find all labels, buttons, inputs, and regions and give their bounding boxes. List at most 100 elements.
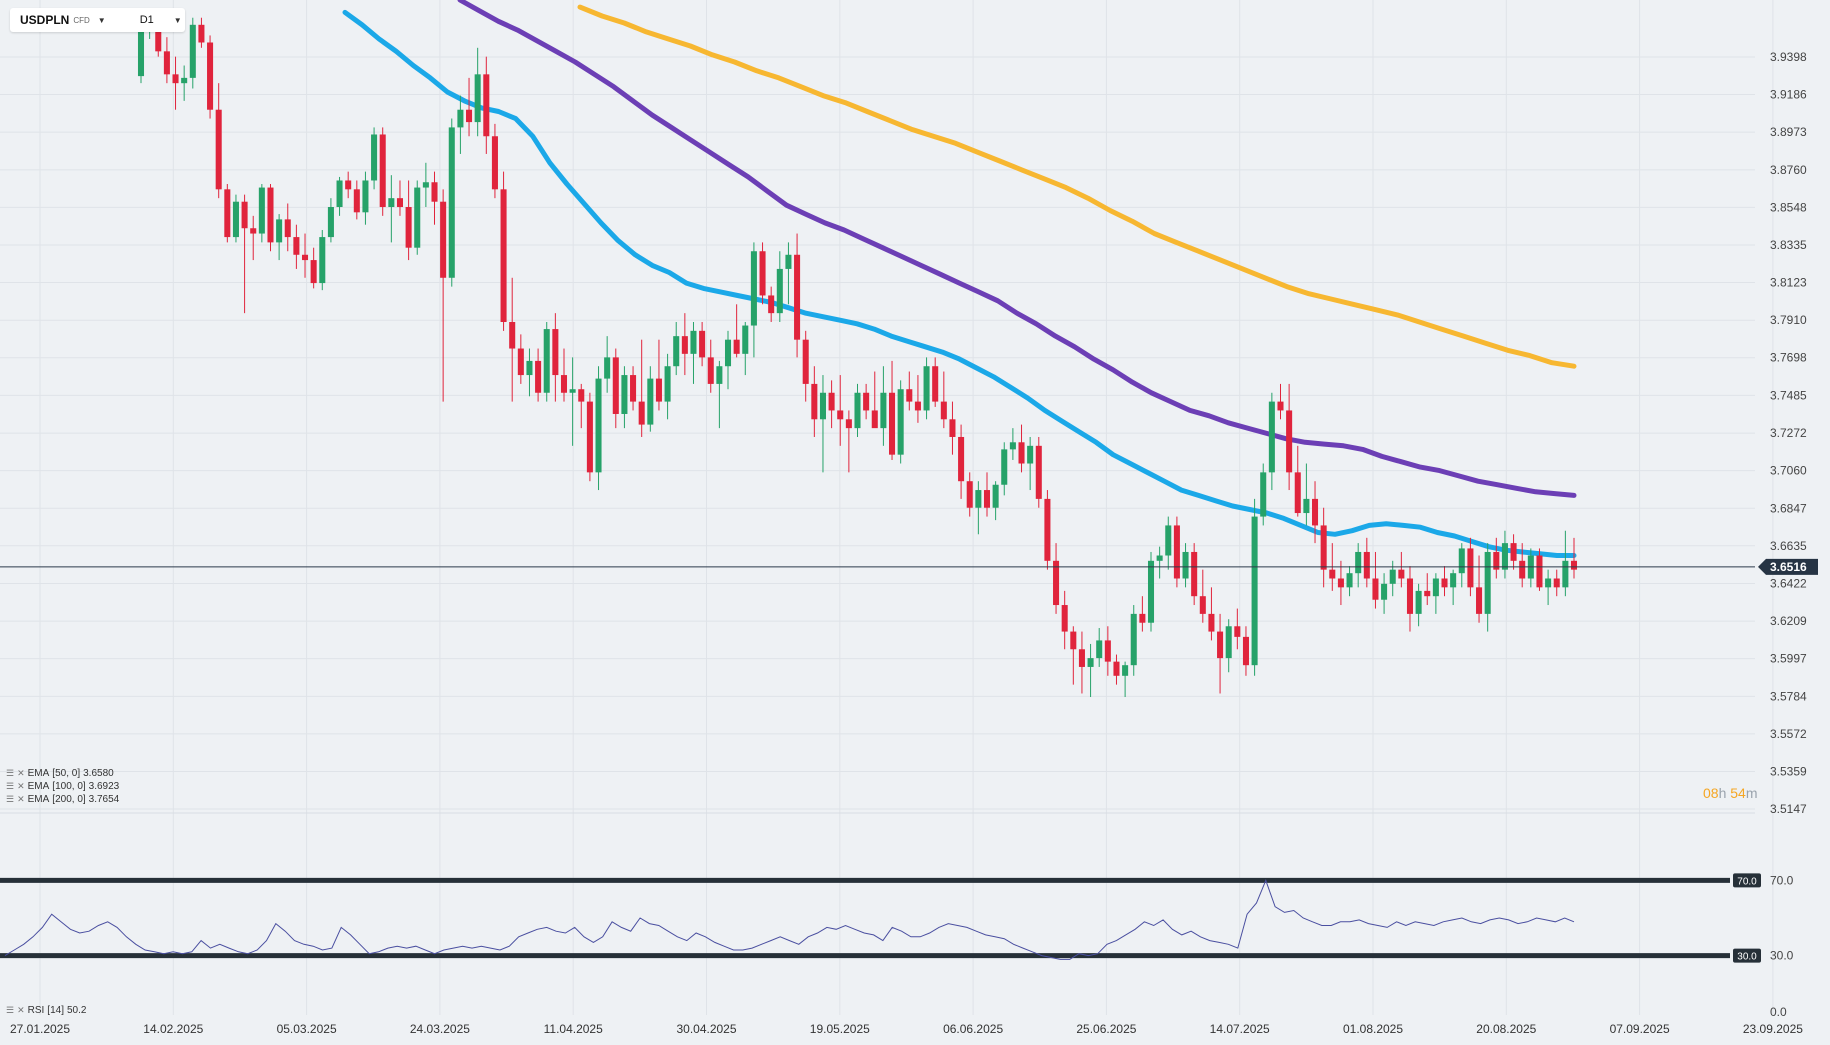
- candle-body: [276, 219, 283, 243]
- candle: [1372, 551, 1379, 609]
- candle: [1070, 626, 1077, 685]
- candle: [1208, 587, 1215, 641]
- close-icon[interactable]: ✕: [17, 768, 25, 778]
- candle: [189, 17, 196, 89]
- candle-body: [1001, 449, 1008, 485]
- candle: [362, 171, 369, 225]
- candle-body: [1406, 578, 1414, 614]
- price-tick-label: 3.7698: [1770, 351, 1807, 365]
- candle-body: [1199, 596, 1206, 614]
- candle: [163, 37, 170, 84]
- candle-body: [1363, 551, 1370, 579]
- candle-body: [474, 74, 481, 123]
- candle-body: [1139, 613, 1146, 623]
- candle: [552, 313, 559, 402]
- candle: [1044, 490, 1051, 570]
- candle-body: [1476, 587, 1483, 614]
- candle-body: [1104, 640, 1111, 662]
- indicator-label: EMA: [27, 781, 50, 792]
- candle: [716, 360, 723, 429]
- price-tick-label: 3.8123: [1770, 276, 1807, 290]
- rsi-levels: 70.0 30.0 70.0 30.0 0.0: [0, 812, 1794, 1019]
- candle: [1553, 569, 1560, 597]
- price-tick-label: 3.5359: [1770, 764, 1807, 778]
- candle-body: [1519, 560, 1526, 579]
- candle: [837, 375, 844, 446]
- date-tick-label: 27.01.2025: [10, 1022, 70, 1036]
- indicator-ema50[interactable]: ☰ ✕ EMA [50, 0] 3.6580: [6, 768, 114, 779]
- date-tick-label: 19.05.2025: [810, 1022, 870, 1036]
- candle-body: [500, 189, 507, 322]
- candle: [526, 348, 533, 397]
- candle-body: [1355, 551, 1362, 574]
- menu-icon[interactable]: ☰: [6, 794, 15, 804]
- candle: [1294, 445, 1301, 517]
- indicator-rsi[interactable]: ☰ ✕ RSI [14] 50.2: [6, 1005, 86, 1016]
- price-tick-label: 3.8973: [1770, 125, 1807, 139]
- candle-body: [707, 357, 714, 384]
- menu-icon[interactable]: ☰: [6, 781, 15, 791]
- candle-body: [232, 201, 239, 238]
- candles: [137, 17, 1578, 698]
- candle: [1286, 383, 1293, 491]
- menu-icon[interactable]: ☰: [6, 1005, 15, 1015]
- candle-body: [1337, 578, 1344, 588]
- close-icon[interactable]: ✕: [17, 781, 25, 791]
- candle: [466, 77, 473, 137]
- candle: [733, 304, 740, 358]
- candle: [992, 481, 999, 521]
- indicator-ema200[interactable]: ☰ ✕ EMA [200, 0] 3.7654: [6, 794, 119, 805]
- candle-body: [1053, 560, 1060, 606]
- candle: [863, 383, 870, 420]
- price-tick-label: 3.6847: [1770, 501, 1807, 515]
- candle-body: [1545, 578, 1552, 588]
- symbol-dropdown-icon[interactable]: ▼: [97, 15, 106, 25]
- candle-body: [1191, 551, 1198, 597]
- candle-body: [431, 182, 438, 202]
- candle-body: [535, 360, 542, 393]
- timeframe-dropdown-icon[interactable]: ▼: [173, 15, 182, 25]
- candle-body: [759, 251, 766, 296]
- candle-body: [457, 109, 464, 128]
- symbol-selector[interactable]: USDPLN CFD ▼ D1 ▼: [10, 8, 185, 32]
- candle-body: [1501, 543, 1508, 570]
- close-icon[interactable]: ✕: [17, 794, 25, 804]
- candle-body: [655, 378, 662, 402]
- candle-body: [1061, 605, 1068, 632]
- candle: [647, 366, 654, 432]
- close-icon[interactable]: ✕: [17, 1005, 25, 1015]
- menu-icon[interactable]: ☰: [6, 768, 15, 778]
- candle-body: [1173, 525, 1180, 579]
- candle: [621, 366, 628, 429]
- candle: [1484, 543, 1491, 632]
- timeframe-label[interactable]: D1: [139, 14, 154, 26]
- candle: [543, 321, 550, 402]
- candle-body: [889, 392, 896, 455]
- candle-body: [241, 201, 248, 229]
- ema100-line: [457, 0, 1577, 498]
- candle: [1545, 569, 1552, 606]
- candle-body: [932, 366, 939, 402]
- candle-body: [983, 490, 991, 508]
- candle-body: [155, 26, 162, 52]
- candle-body: [543, 329, 550, 393]
- candle-body: [414, 187, 421, 248]
- candle-body: [1078, 649, 1085, 667]
- candle-body: [742, 325, 749, 354]
- candle: [707, 339, 714, 393]
- candle: [319, 230, 326, 291]
- indicator-ema100[interactable]: ☰ ✕ EMA [100, 0] 3.6923: [6, 781, 119, 792]
- candle-body: [1536, 555, 1543, 588]
- date-tick-label: 24.03.2025: [410, 1022, 470, 1036]
- candle: [776, 251, 783, 322]
- candle: [1277, 383, 1284, 420]
- candle-body: [768, 295, 775, 314]
- candle: [655, 339, 662, 411]
- candle: [595, 366, 602, 491]
- candle: [1536, 548, 1543, 591]
- candle: [327, 198, 334, 243]
- instrument-type: CFD: [73, 15, 90, 25]
- candle-body: [1122, 665, 1129, 676]
- ema-lines: [342, 0, 1577, 558]
